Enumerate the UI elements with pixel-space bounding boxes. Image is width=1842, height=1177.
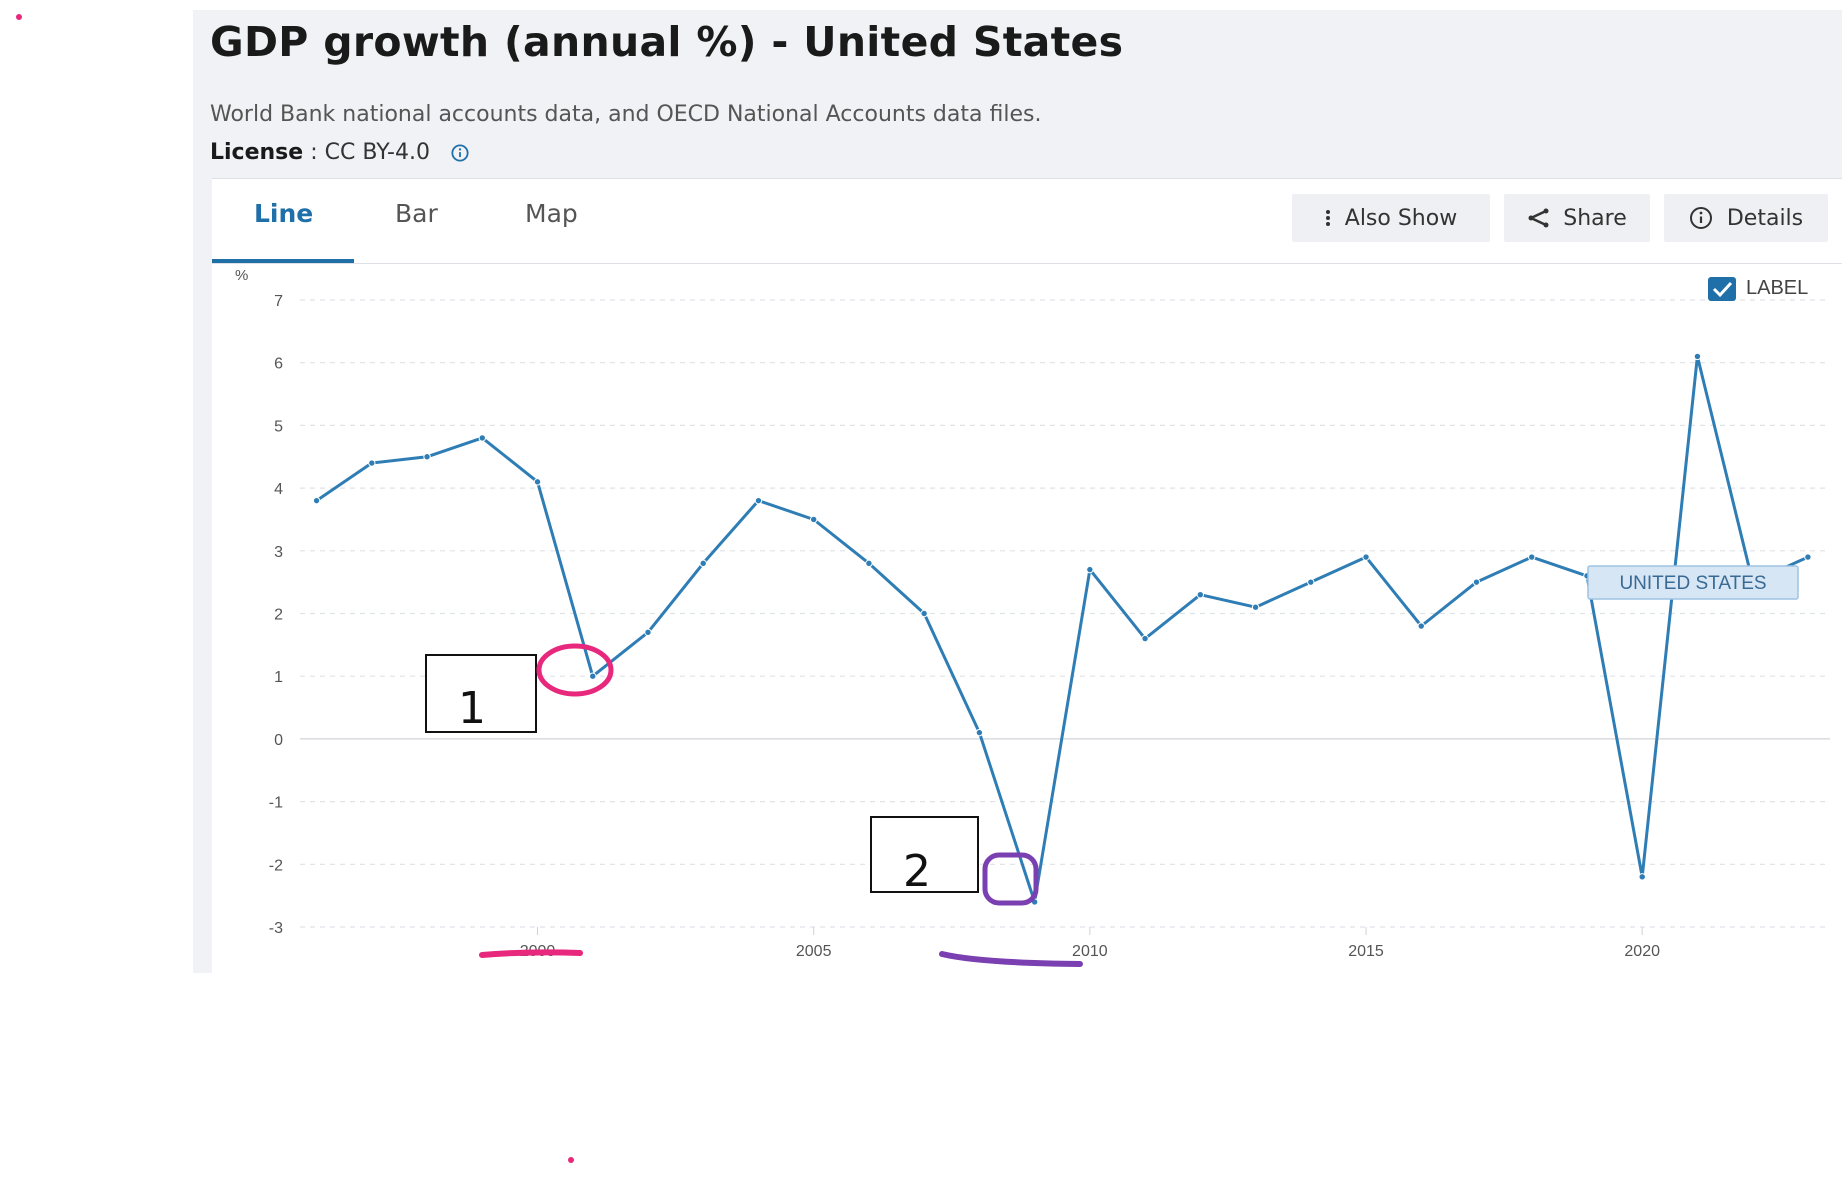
stray-mark-dot: [568, 1157, 574, 1163]
data-point[interactable]: [368, 459, 376, 467]
data-point[interactable]: [1804, 553, 1812, 561]
tab-map[interactable]: Map: [525, 199, 578, 228]
label-toggle[interactable]: LABEL: [1708, 277, 1808, 301]
label-toggle-text: LABEL: [1746, 277, 1808, 299]
data-point[interactable]: [478, 434, 486, 442]
share-button[interactable]: Share: [1504, 194, 1650, 242]
indicator-panel: GDP growth (annual %) - United States Wo…: [193, 10, 1842, 974]
data-point[interactable]: [423, 453, 431, 461]
data-source: World Bank national accounts data, and O…: [210, 102, 1042, 127]
chart-type-tabs: Line Bar Map Also Show Share: [212, 179, 1842, 264]
data-point[interactable]: [809, 515, 818, 524]
tab-line[interactable]: Line: [254, 199, 314, 228]
share-label: Share: [1563, 205, 1627, 231]
data-point[interactable]: [754, 496, 763, 505]
license-line: License : CC BY-4.0: [210, 140, 469, 165]
data-point[interactable]: [920, 609, 928, 618]
data-point[interactable]: [312, 496, 321, 505]
data-point[interactable]: [533, 478, 542, 486]
x-axis-ticks: 2000 2005 2010 2015 2020: [520, 927, 1660, 960]
details-label: Details: [1726, 205, 1804, 231]
highlight-box-2009: [982, 852, 1039, 906]
page-title: GDP growth (annual %) - United States: [210, 18, 1124, 66]
data-point[interactable]: [1528, 553, 1536, 561]
data-point[interactable]: [1251, 603, 1260, 611]
info-icon[interactable]: [451, 144, 469, 162]
y-tick-label: 1: [274, 669, 283, 686]
y-axis-label: %: [235, 267, 248, 284]
checkbox-checked[interactable]: [1708, 277, 1736, 301]
series-label-text: UNITED STATES: [1619, 573, 1766, 594]
y-tick-label: 2: [274, 607, 283, 624]
highlight-circle-2001: [536, 643, 614, 697]
y-tick-label: 6: [274, 356, 283, 373]
annotation-1-text: 1: [458, 683, 486, 734]
more-vertical-icon: [1325, 210, 1330, 226]
data-point[interactable]: [975, 728, 984, 737]
y-tick-label: 7: [274, 293, 283, 310]
y-tick-label: -3: [269, 920, 283, 937]
data-point[interactable]: [1472, 578, 1481, 586]
active-tab-indicator: [212, 259, 354, 263]
y-tick-label: -2: [269, 857, 283, 874]
y-tick-label: 0: [274, 732, 283, 749]
also-show-button[interactable]: Also Show: [1292, 194, 1490, 242]
data-point[interactable]: [644, 628, 652, 637]
x-tick-label: 2015: [1348, 943, 1384, 960]
stray-mark-dot: [16, 14, 22, 20]
gridlines: [300, 299, 1830, 928]
y-tick-label: 3: [274, 544, 283, 561]
x-tick-label: 2005: [796, 943, 832, 960]
series-line-united-states[interactable]: [315, 354, 1809, 904]
data-point[interactable]: [1417, 622, 1425, 630]
y-tick-label: -1: [269, 795, 283, 812]
annotation-2-text: 2: [903, 846, 931, 897]
license-separator: :: [303, 140, 325, 165]
data-points: [312, 352, 1812, 906]
data-point[interactable]: [1693, 352, 1702, 361]
checkmark-icon: [1712, 281, 1733, 298]
series-label-badge[interactable]: UNITED STATES: [1587, 565, 1799, 600]
chart-card: Line Bar Map Also Show Share: [212, 178, 1842, 974]
data-point[interactable]: [865, 559, 873, 568]
x-tick-label: 2010: [1072, 943, 1108, 960]
data-point[interactable]: [1196, 590, 1205, 599]
data-point[interactable]: [1141, 634, 1149, 643]
data-point[interactable]: [1086, 565, 1094, 574]
data-point[interactable]: [589, 672, 597, 680]
info-circle-icon: [1689, 207, 1712, 229]
license-value: CC BY-4.0: [324, 140, 430, 165]
details-button[interactable]: Details: [1664, 194, 1828, 242]
underline-2000: [479, 949, 583, 958]
data-point[interactable]: [1362, 553, 1370, 561]
data-point[interactable]: [1307, 578, 1315, 586]
y-axis-ticks: 7 6 5 4 3 2 1 0 -1 -2 -3: [269, 293, 283, 937]
annotation-box-1: 1: [425, 654, 537, 734]
x-tick-label: 2020: [1624, 943, 1660, 960]
data-point[interactable]: [1638, 873, 1646, 881]
y-tick-label: 4: [274, 481, 283, 498]
underline-2010: [939, 951, 1083, 967]
data-point[interactable]: [699, 559, 707, 568]
license-label: License: [210, 140, 304, 165]
tab-bar[interactable]: Bar: [395, 199, 438, 228]
y-tick-label: 5: [274, 418, 283, 435]
share-icon: [1528, 208, 1549, 228]
also-show-label: Also Show: [1344, 205, 1458, 231]
annotation-box-2: 2: [870, 816, 979, 897]
